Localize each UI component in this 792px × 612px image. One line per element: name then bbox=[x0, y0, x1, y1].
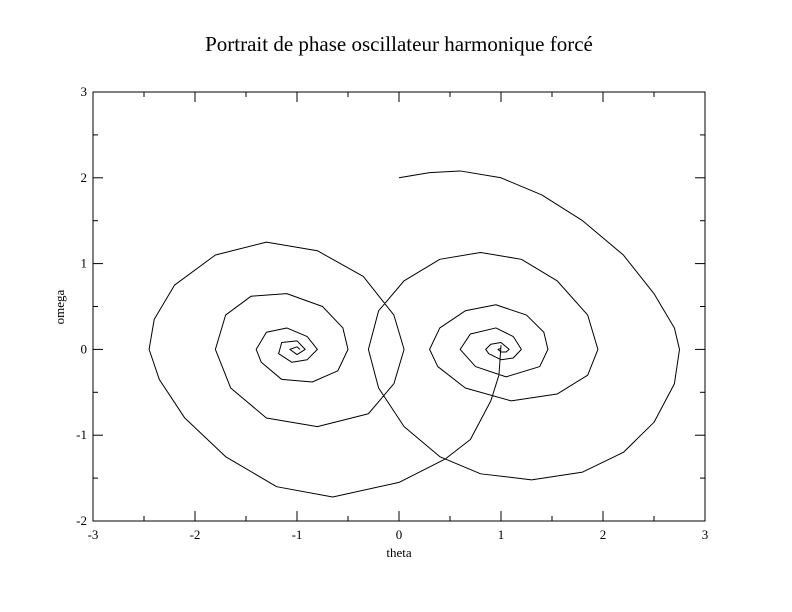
x-tick-label: 0 bbox=[396, 527, 403, 542]
y-tick-label: -1 bbox=[76, 427, 87, 442]
y-tick-label: -2 bbox=[76, 513, 87, 528]
x-axis-label: theta bbox=[386, 545, 411, 560]
y-axis-label: omega bbox=[52, 289, 67, 324]
y-tick-label: 3 bbox=[81, 84, 88, 99]
x-tick-label: -3 bbox=[88, 527, 99, 542]
x-tick-label: 2 bbox=[600, 527, 607, 542]
y-tick-label: 2 bbox=[81, 170, 88, 185]
y-tick-label: 1 bbox=[81, 256, 88, 271]
x-tick-label: -2 bbox=[190, 527, 201, 542]
x-tick-label: -1 bbox=[292, 527, 303, 542]
phase-trajectory bbox=[148, 170, 680, 498]
x-tick-label: 1 bbox=[498, 527, 505, 542]
chart-title: Portrait de phase oscillateur harmonique… bbox=[205, 32, 593, 56]
y-tick-label: 0 bbox=[81, 341, 88, 356]
x-tick-label: 3 bbox=[702, 527, 709, 542]
